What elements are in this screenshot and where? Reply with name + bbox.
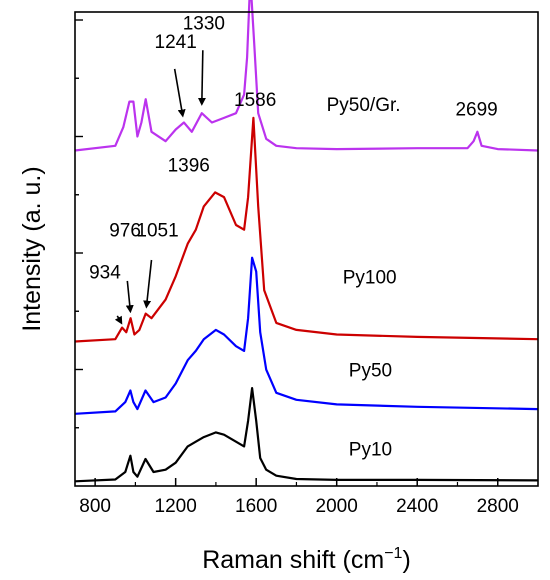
x-tick-label-1: 1200 [155, 496, 197, 517]
peak-label-0: 934 [89, 263, 121, 284]
series-line-1 [74, 256, 539, 415]
x-axis-title: Raman shift (cm−1) [202, 545, 411, 574]
x-tick-label-5: 2800 [477, 496, 519, 517]
peak-arrow-0 [114, 315, 123, 325]
x-tick-label-4: 2400 [396, 496, 438, 517]
x-tick-label-2: 1600 [235, 496, 277, 517]
x-axis-title-main: Raman shift (cm [202, 546, 384, 574]
x-tick-label-0: 800 [79, 496, 111, 517]
peak-arrow-4 [197, 50, 206, 106]
series-label-2: Py100 [343, 267, 397, 288]
peak-arrow-1 [125, 280, 134, 314]
peak-arrow-2 [143, 259, 153, 309]
plot-frame [74, 11, 539, 487]
peak-arrow-3 [173, 68, 186, 118]
peak-annotation-layer: 9349761051124113301396158615712699 [89, 13, 498, 325]
peak-label-1: 976 [109, 221, 141, 242]
peak-label-5: 1396 [168, 155, 210, 176]
peak-label-6: 1586 [234, 90, 276, 111]
peak-label-3: 1241 [155, 32, 197, 53]
series-label-0: Py10 [349, 440, 392, 461]
x-axis-title-superscript: −1 [384, 545, 402, 562]
peak-label-2: 1051 [136, 221, 178, 242]
peak-label-8: 2699 [455, 100, 497, 121]
series-layer [74, 0, 539, 483]
series-line-2 [74, 116, 539, 343]
series-label-1: Py50 [349, 360, 392, 381]
series-line-3 [74, 0, 539, 152]
x-axis-title-close: ) [402, 546, 410, 574]
series-line-0 [74, 387, 539, 483]
series-label-3: Py50/Gr. [327, 95, 401, 116]
axis-layer: 800 1200 1600 2000 2400 2800 [75, 19, 519, 517]
x-tick-label-3: 2000 [316, 496, 358, 517]
series-label-layer: Py10 Py50 Py100 Py50/Gr. [327, 95, 401, 461]
y-axis-title: Intensity (a. u.) [18, 166, 46, 331]
peak-label-4: 1330 [183, 13, 225, 34]
